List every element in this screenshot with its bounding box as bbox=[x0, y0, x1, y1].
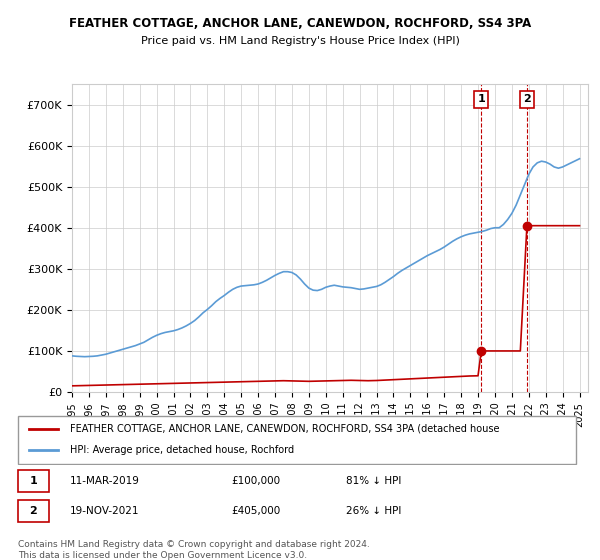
Text: 11-MAR-2019: 11-MAR-2019 bbox=[70, 476, 139, 486]
Text: 2: 2 bbox=[523, 95, 531, 104]
FancyBboxPatch shape bbox=[18, 416, 577, 464]
Text: 19-NOV-2021: 19-NOV-2021 bbox=[70, 506, 139, 516]
Text: 2: 2 bbox=[29, 506, 37, 516]
Text: 81% ↓ HPI: 81% ↓ HPI bbox=[346, 476, 401, 486]
Text: £405,000: £405,000 bbox=[231, 506, 280, 516]
Text: FEATHER COTTAGE, ANCHOR LANE, CANEWDON, ROCHFORD, SS4 3PA (detached house: FEATHER COTTAGE, ANCHOR LANE, CANEWDON, … bbox=[70, 423, 499, 433]
FancyBboxPatch shape bbox=[18, 501, 49, 522]
Text: 26% ↓ HPI: 26% ↓ HPI bbox=[346, 506, 401, 516]
Text: Contains HM Land Registry data © Crown copyright and database right 2024.
This d: Contains HM Land Registry data © Crown c… bbox=[18, 540, 370, 560]
Text: HPI: Average price, detached house, Rochford: HPI: Average price, detached house, Roch… bbox=[70, 445, 294, 455]
Text: Price paid vs. HM Land Registry's House Price Index (HPI): Price paid vs. HM Land Registry's House … bbox=[140, 36, 460, 46]
Text: 1: 1 bbox=[478, 95, 485, 104]
Text: FEATHER COTTAGE, ANCHOR LANE, CANEWDON, ROCHFORD, SS4 3PA: FEATHER COTTAGE, ANCHOR LANE, CANEWDON, … bbox=[69, 17, 531, 30]
Text: 1: 1 bbox=[29, 476, 37, 486]
FancyBboxPatch shape bbox=[18, 470, 49, 492]
Text: £100,000: £100,000 bbox=[231, 476, 280, 486]
